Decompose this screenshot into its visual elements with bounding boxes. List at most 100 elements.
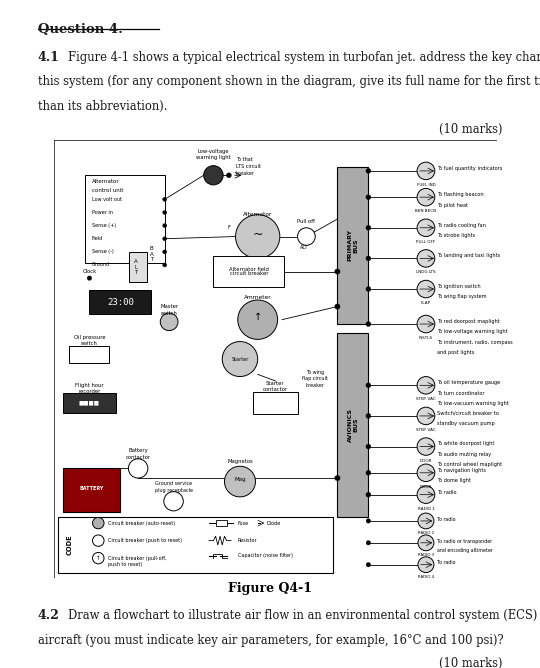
Text: switch: switch — [161, 311, 178, 315]
Text: (10 marks): (10 marks) — [438, 123, 502, 136]
Text: Diode: Diode — [267, 520, 281, 526]
Text: contactor: contactor — [126, 455, 151, 460]
Text: Oil pressure: Oil pressure — [73, 335, 105, 339]
Text: Switch/circuit breaker to: Switch/circuit breaker to — [437, 411, 499, 415]
Text: Power in: Power in — [92, 210, 112, 215]
Circle shape — [417, 377, 435, 394]
Text: ■■■■: ■■■■ — [79, 400, 100, 405]
Text: Starter: Starter — [266, 381, 285, 385]
Text: flap circuit: flap circuit — [302, 376, 328, 381]
Circle shape — [417, 162, 435, 180]
Circle shape — [366, 321, 371, 327]
Text: Alternator: Alternator — [243, 212, 272, 217]
Text: ALT: ALT — [300, 245, 308, 250]
Bar — [90, 290, 151, 314]
Text: Low volt out: Low volt out — [92, 197, 122, 202]
Text: Mag: Mag — [234, 477, 246, 482]
Text: FUEL IND: FUEL IND — [416, 183, 435, 187]
Text: warning light: warning light — [196, 155, 231, 160]
Text: BKN BECN: BKN BECN — [415, 209, 436, 213]
Circle shape — [129, 459, 148, 478]
Text: LNDG LTS: LNDG LTS — [416, 271, 436, 275]
Text: Ammeter: Ammeter — [244, 295, 272, 301]
Text: To control wheel maplight: To control wheel maplight — [437, 462, 502, 468]
Text: To audio muting relay: To audio muting relay — [437, 452, 491, 457]
Text: (10 marks): (10 marks) — [438, 657, 502, 668]
Circle shape — [225, 466, 255, 497]
Text: Alternator: Alternator — [92, 179, 119, 184]
Text: To instrument, radio, compass: To instrument, radio, compass — [437, 340, 512, 345]
Bar — [85, 175, 165, 263]
Text: control unit: control unit — [92, 188, 123, 193]
Circle shape — [417, 219, 435, 236]
Circle shape — [417, 407, 435, 425]
Text: CODE: CODE — [66, 534, 72, 555]
Circle shape — [417, 315, 435, 333]
Text: To radio: To radio — [437, 560, 456, 565]
Bar — [215, 520, 227, 526]
Text: contactor: contactor — [263, 387, 288, 392]
Text: To radio or transponder: To radio or transponder — [437, 538, 492, 544]
Text: standby vacuum pump: standby vacuum pump — [437, 422, 495, 426]
Text: RADIO 3: RADIO 3 — [418, 553, 434, 557]
Circle shape — [163, 224, 167, 228]
Bar — [213, 257, 284, 287]
Circle shape — [366, 562, 370, 567]
Text: To that: To that — [235, 158, 252, 162]
Circle shape — [163, 197, 167, 201]
Bar — [129, 252, 147, 283]
Text: Battery: Battery — [129, 448, 148, 454]
Circle shape — [418, 535, 434, 550]
Circle shape — [366, 519, 370, 523]
Circle shape — [417, 438, 435, 456]
Text: FLAP: FLAP — [421, 301, 431, 305]
Circle shape — [92, 552, 104, 564]
Text: To wing: To wing — [306, 369, 325, 375]
Text: ↑: ↑ — [96, 556, 100, 560]
Text: To strobe lights: To strobe lights — [437, 233, 475, 238]
Text: To pilot heat: To pilot heat — [437, 202, 468, 208]
Circle shape — [235, 214, 280, 259]
Text: push to reset): push to reset) — [108, 562, 142, 566]
Text: B
A
T: B A T — [150, 246, 153, 263]
Circle shape — [366, 470, 371, 475]
Text: PRIMARY
BUS: PRIMARY BUS — [348, 229, 359, 261]
Text: RADIO 1: RADIO 1 — [417, 507, 434, 511]
Text: To turn coordinator: To turn coordinator — [437, 391, 484, 395]
Text: Circuit breaker (push to reset): Circuit breaker (push to reset) — [108, 538, 182, 543]
Text: To navigation lights: To navigation lights — [437, 468, 486, 473]
Text: A
L
T: A L T — [134, 259, 138, 275]
Text: Clock: Clock — [82, 269, 97, 274]
Text: INSTLS: INSTLS — [419, 336, 433, 340]
Text: To oil temperature gauge: To oil temperature gauge — [437, 380, 500, 385]
Text: STBY VAC: STBY VAC — [416, 397, 436, 401]
Text: breaker: breaker — [235, 170, 254, 176]
Text: Circuit breaker (auto-reset): Circuit breaker (auto-reset) — [108, 520, 175, 526]
Text: 4.2: 4.2 — [38, 609, 60, 622]
Text: RADIO 4: RADIO 4 — [418, 575, 434, 579]
Text: To radio: To radio — [437, 516, 456, 522]
Circle shape — [418, 557, 434, 572]
Circle shape — [366, 492, 371, 497]
Text: ~: ~ — [252, 228, 263, 241]
Circle shape — [417, 486, 435, 504]
Circle shape — [417, 250, 435, 267]
Circle shape — [92, 518, 104, 529]
Bar — [253, 392, 298, 413]
Bar — [58, 516, 333, 573]
Text: Field: Field — [92, 236, 103, 241]
Circle shape — [222, 341, 258, 377]
Text: circuit breaker: circuit breaker — [230, 271, 268, 276]
Text: PULL OFF: PULL OFF — [416, 240, 436, 244]
Bar — [63, 468, 120, 512]
Text: Resistor: Resistor — [238, 538, 258, 543]
Text: and post lights: and post lights — [437, 351, 474, 355]
Circle shape — [366, 256, 371, 261]
Text: Low-voltage: Low-voltage — [198, 149, 229, 154]
Text: AVIONICS
BUS: AVIONICS BUS — [348, 407, 359, 442]
Circle shape — [298, 228, 315, 245]
Circle shape — [238, 300, 278, 339]
Text: Starter: Starter — [231, 357, 248, 361]
Circle shape — [366, 225, 371, 230]
Text: recorder: recorder — [78, 389, 100, 394]
